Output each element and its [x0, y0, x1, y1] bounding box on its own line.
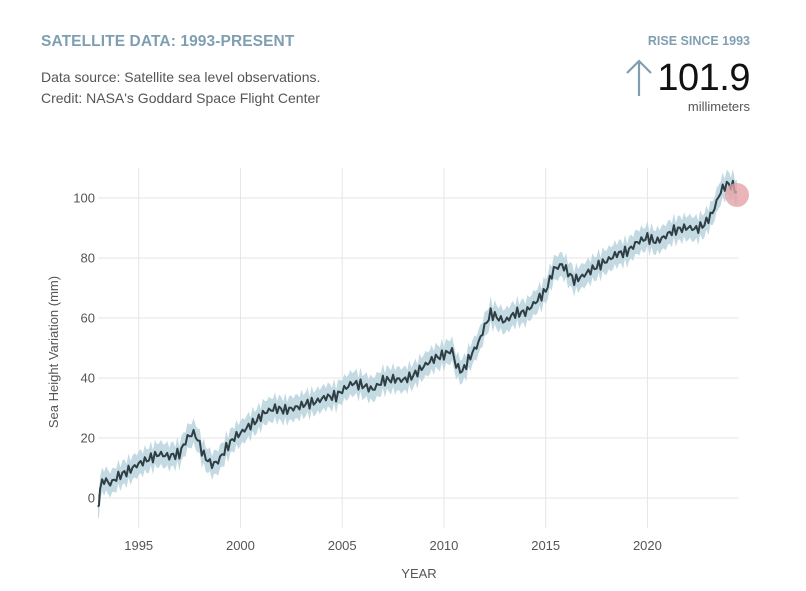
latest-value-marker[interactable]: [724, 183, 749, 207]
y-axis-label: Sea Height Variation (mm): [46, 276, 61, 428]
x-tick-label: 2020: [633, 538, 662, 553]
rise-stat: 101.9: [625, 56, 750, 100]
sea-level-line: [97, 179, 738, 508]
y-axis-ticks: 0 20 40 60 80 100: [73, 191, 95, 506]
y-tick-label: 100: [73, 191, 95, 206]
data-source: Data source: Satellite sea level observa…: [41, 67, 320, 109]
chart-title: SATELLITE DATA: 1993-PRESENT: [41, 33, 295, 50]
x-axis-ticks: 1995 2000 2005 2010 2015 2020: [124, 538, 662, 553]
x-tick-label: 2005: [328, 538, 357, 553]
rise-value: 101.9: [657, 57, 750, 99]
x-tick-label: 2000: [226, 538, 255, 553]
credit-line: Credit: NASA's Goddard Space Flight Cent…: [41, 90, 320, 106]
rise-label: RISE SINCE 1993: [647, 34, 750, 48]
up-arrow-icon: [626, 59, 653, 96]
rise-unit: millimeters: [687, 99, 750, 114]
x-tick-label: 2015: [531, 538, 560, 553]
x-tick-label: 2010: [429, 538, 458, 553]
x-tick-label: 1995: [124, 538, 153, 553]
y-tick-label: 60: [81, 311, 95, 326]
y-tick-label: 20: [81, 431, 95, 446]
y-tick-label: 40: [81, 371, 95, 386]
uncertainty-band: [98, 168, 737, 519]
source-line: Data source: Satellite sea level observa…: [41, 69, 321, 85]
x-axis-label: YEAR: [401, 566, 436, 581]
y-tick-label: 80: [81, 251, 95, 266]
grid: [98, 168, 739, 528]
y-tick-label: 0: [88, 491, 95, 506]
